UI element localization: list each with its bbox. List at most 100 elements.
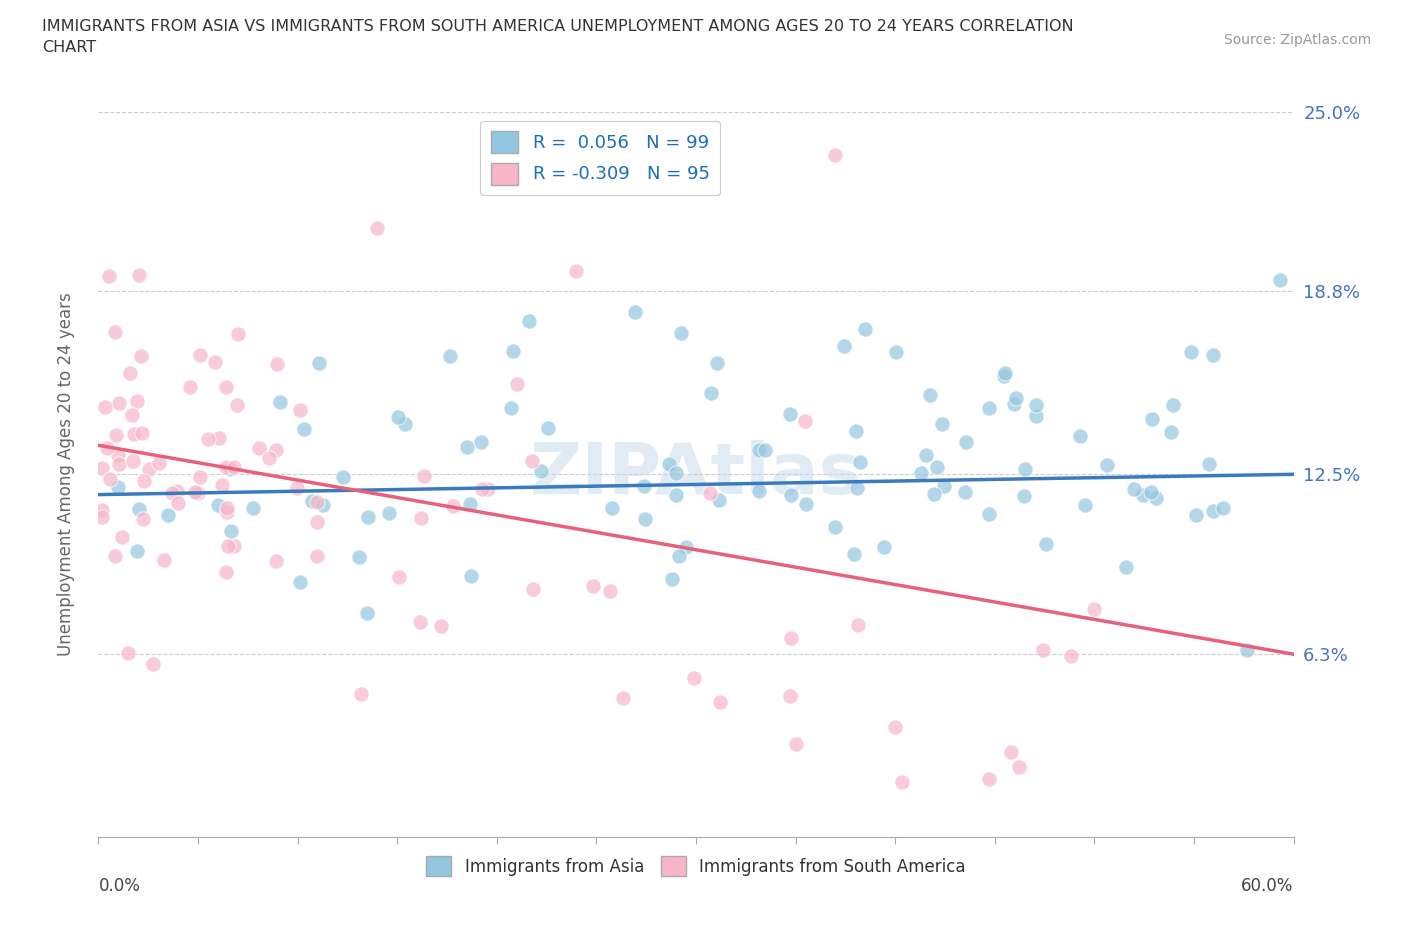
Point bbox=[748, 484, 770, 498]
Point bbox=[305, 514, 328, 529]
Point bbox=[98, 472, 121, 486]
Point bbox=[409, 615, 432, 630]
Point bbox=[884, 345, 907, 360]
Point bbox=[1132, 487, 1154, 502]
Point bbox=[1140, 412, 1163, 427]
Point bbox=[1014, 462, 1036, 477]
Point bbox=[357, 510, 380, 525]
Point bbox=[207, 498, 229, 512]
Point bbox=[796, 497, 818, 512]
Point bbox=[96, 441, 118, 456]
Point bbox=[222, 538, 245, 553]
Point bbox=[1032, 643, 1054, 658]
Point bbox=[845, 481, 868, 496]
Point bbox=[104, 428, 127, 443]
Point bbox=[125, 543, 148, 558]
Point bbox=[537, 420, 560, 435]
Point bbox=[890, 775, 912, 790]
Point bbox=[1008, 760, 1031, 775]
Point bbox=[132, 473, 155, 488]
Point bbox=[211, 477, 233, 492]
Point bbox=[153, 552, 176, 567]
Point bbox=[167, 495, 190, 510]
Point bbox=[1073, 498, 1095, 512]
Point bbox=[264, 553, 287, 568]
Point bbox=[1122, 482, 1144, 497]
Point bbox=[1012, 488, 1035, 503]
Point bbox=[520, 454, 543, 469]
Point bbox=[779, 688, 801, 703]
Point bbox=[1236, 643, 1258, 658]
Point bbox=[285, 481, 308, 496]
Point bbox=[849, 455, 872, 470]
Point bbox=[470, 434, 492, 449]
Point bbox=[1146, 491, 1168, 506]
Point bbox=[366, 220, 388, 235]
Point bbox=[779, 631, 801, 646]
Point bbox=[920, 388, 942, 403]
Point bbox=[785, 737, 807, 751]
Text: Source: ZipAtlas.com: Source: ZipAtlas.com bbox=[1223, 33, 1371, 46]
Point bbox=[208, 431, 231, 445]
Point bbox=[121, 454, 143, 469]
Point bbox=[460, 568, 482, 583]
Point bbox=[599, 584, 621, 599]
Point bbox=[1160, 425, 1182, 440]
Point bbox=[247, 441, 270, 456]
Point bbox=[308, 355, 330, 370]
Point bbox=[1059, 649, 1081, 664]
Point bbox=[350, 686, 373, 701]
Point bbox=[832, 339, 855, 353]
Point bbox=[179, 379, 201, 394]
Point bbox=[91, 502, 114, 517]
Point bbox=[1212, 500, 1234, 515]
Point bbox=[824, 148, 846, 163]
Point bbox=[848, 618, 870, 632]
Point bbox=[125, 393, 148, 408]
Point bbox=[1035, 537, 1057, 551]
Point bbox=[927, 460, 949, 475]
Point bbox=[166, 484, 188, 498]
Point bbox=[411, 511, 433, 525]
Point bbox=[977, 401, 1000, 416]
Point bbox=[184, 485, 207, 499]
Point bbox=[108, 395, 131, 410]
Point bbox=[600, 500, 623, 515]
Point bbox=[779, 406, 801, 421]
Point bbox=[259, 450, 281, 465]
Point bbox=[108, 457, 131, 472]
Point bbox=[977, 772, 1000, 787]
Point bbox=[665, 487, 688, 502]
Point bbox=[612, 690, 634, 705]
Point bbox=[91, 461, 114, 476]
Point bbox=[700, 386, 723, 401]
Point bbox=[582, 578, 605, 593]
Point bbox=[332, 470, 354, 485]
Point bbox=[97, 269, 120, 284]
Point bbox=[1025, 398, 1047, 413]
Point bbox=[842, 547, 865, 562]
Point bbox=[288, 403, 311, 418]
Point bbox=[658, 457, 681, 472]
Point bbox=[160, 485, 183, 500]
Text: 0.0%: 0.0% bbox=[98, 877, 141, 895]
Point bbox=[884, 719, 907, 734]
Point bbox=[226, 326, 249, 341]
Point bbox=[623, 304, 645, 319]
Point bbox=[1185, 507, 1208, 522]
Text: IMMIGRANTS FROM ASIA VS IMMIGRANTS FROM SOUTH AMERICA UNEMPLOYMENT AMONG AGES 20: IMMIGRANTS FROM ASIA VS IMMIGRANTS FROM … bbox=[42, 19, 1074, 55]
Point bbox=[922, 486, 945, 501]
Point bbox=[148, 455, 170, 470]
Point bbox=[1198, 457, 1220, 472]
Point bbox=[977, 507, 1000, 522]
Point bbox=[117, 645, 139, 660]
Point bbox=[378, 505, 401, 520]
Point bbox=[305, 549, 328, 564]
Point bbox=[633, 479, 655, 494]
Point bbox=[458, 496, 481, 511]
Point bbox=[290, 574, 312, 589]
Point bbox=[215, 565, 238, 579]
Point bbox=[222, 459, 245, 474]
Point bbox=[664, 466, 686, 481]
Point bbox=[675, 539, 697, 554]
